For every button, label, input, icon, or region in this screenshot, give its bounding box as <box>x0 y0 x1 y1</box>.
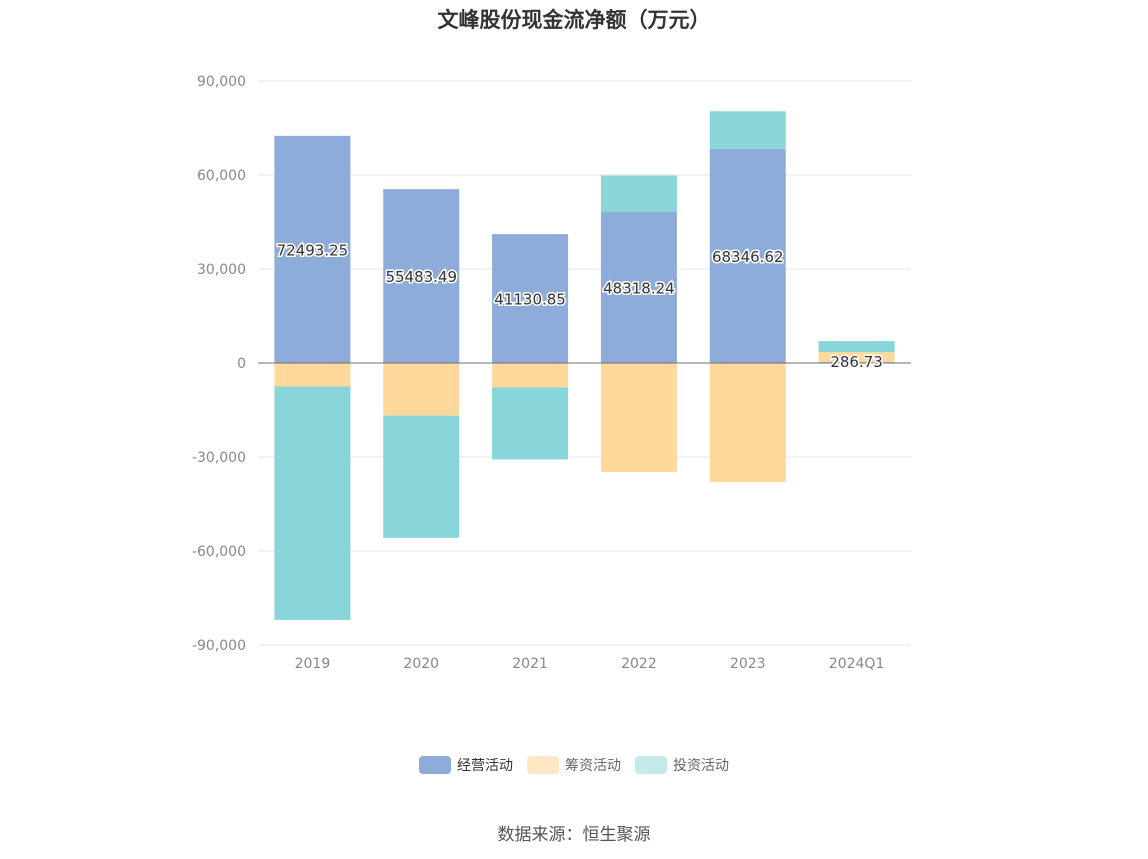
x-tick-label: 2020 <box>403 656 439 672</box>
legend-label-investing: 投资活动 <box>673 758 729 774</box>
bar-经营活动-2022[interactable] <box>600 211 677 363</box>
data-label-2021: 41130.85 <box>494 291 566 309</box>
legend: 经营活动 筹资活动 投资活动 <box>0 755 1148 775</box>
bar-投资活动-2021[interactable] <box>492 387 569 460</box>
bar-投资活动-2022[interactable] <box>600 175 677 212</box>
bar-经营活动-2019[interactable] <box>274 135 351 363</box>
data-label-2020: 55483.49 <box>385 268 457 286</box>
x-tick-label: 2019 <box>295 656 331 672</box>
bar-投资活动-2024Q1[interactable] <box>818 341 895 353</box>
bar-经营活动-2021[interactable] <box>492 234 569 363</box>
bar-筹资活动-2024Q1[interactable] <box>818 352 895 363</box>
x-tick-label: 2024Q1 <box>829 656 885 672</box>
data-labels: 72493.25 55483.49 41130.85 48318.24 68346.62… <box>275 240 884 373</box>
bar-筹资活动-2023[interactable] <box>709 363 786 483</box>
bar-投资活动-2019[interactable] <box>274 386 351 620</box>
y-tick-label: -90,000 <box>192 638 246 654</box>
y-tick-label: 90,000 <box>197 74 246 90</box>
bar-筹资活动-2021[interactable] <box>492 363 569 388</box>
legend-item-investing[interactable]: 投资活动 <box>635 755 729 775</box>
x-tick-label: 2021 <box>512 656 548 672</box>
y-tick-label: 60,000 <box>197 168 246 184</box>
data-source: 数据来源：恒生聚源 <box>497 825 651 845</box>
bar-经营活动-2023[interactable] <box>709 148 786 363</box>
legend-item-financing[interactable]: 筹资活动 <box>527 755 621 775</box>
legend-label-operating: 经营活动 <box>457 758 513 774</box>
data-label-2023: 68346.62 <box>712 248 784 266</box>
legend-swatch-operating <box>419 756 451 774</box>
data-label-2019: 72493.25 <box>277 241 349 259</box>
x-axis-ticks: 2019 2020 2021 2022 2023 2024Q1 <box>295 656 885 672</box>
bar-经营活动-2020[interactable] <box>383 189 460 363</box>
data-label-2022: 48318.24 <box>603 279 675 297</box>
x-tick-label: 2023 <box>730 656 766 672</box>
y-tick-label: -30,000 <box>192 450 246 466</box>
y-tick-label: 30,000 <box>197 262 246 278</box>
legend-swatch-financing <box>527 756 559 774</box>
bar-投资活动-2023[interactable] <box>709 111 786 149</box>
legend-swatch-investing <box>635 756 667 774</box>
bar-投资活动-2020[interactable] <box>383 415 460 538</box>
y-tick-label: 0 <box>237 356 246 372</box>
y-tick-label: -60,000 <box>192 544 246 560</box>
chart-title: 文峰股份现金流净额（万元） <box>437 8 711 32</box>
bar-筹资活动-2019[interactable] <box>274 363 351 387</box>
bar-筹资活动-2022[interactable] <box>600 363 677 473</box>
legend-item-operating[interactable]: 经营活动 <box>419 755 513 775</box>
legend-label-financing: 筹资活动 <box>565 758 621 774</box>
x-tick-label: 2022 <box>621 656 657 672</box>
grid-lines <box>258 80 911 646</box>
bar-筹资活动-2020[interactable] <box>383 363 460 416</box>
bars <box>274 111 895 620</box>
data-label-2024Q1: 286.73 <box>830 353 883 371</box>
y-axis-ticks: 90,000 60,000 30,000 0 -30,000 -60,000 -90,000 <box>192 74 246 654</box>
